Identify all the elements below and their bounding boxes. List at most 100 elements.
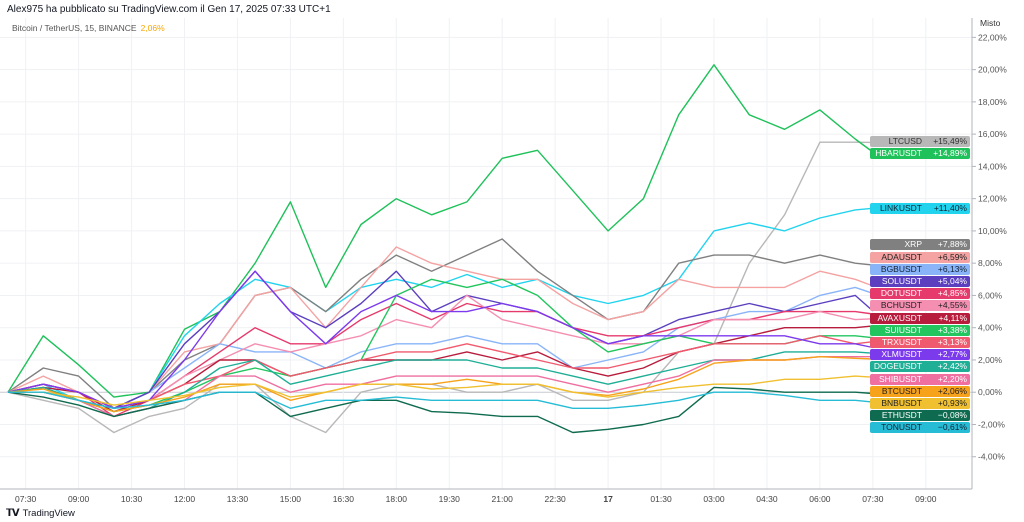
series-label-name: SUIUSDT (870, 324, 925, 336)
series-label-value: +2,77% (925, 349, 970, 361)
series-label-bchusdt[interactable]: BCHUSDT +4,55% (870, 300, 970, 312)
series-label-name: TONUSDT (870, 422, 925, 434)
series-label-value: +0,93% (925, 398, 970, 410)
time-axis[interactable]: 07:30 09:00 10:30 12:00 13:30 15:00 16:30 18:00… (15, 494, 937, 504)
y-tick-label: 12,00% (978, 194, 1007, 204)
footer-brand: TradingView (22, 508, 75, 519)
x-tick-label: 01:30 (650, 494, 672, 504)
series-label-value: −0,08% (925, 410, 970, 422)
series-label-trxusdt[interactable]: TRXUSDT +3,13% (870, 337, 970, 349)
y-tick-label: 2,00% (978, 355, 1003, 365)
series-label-name: BNBUSDT (870, 398, 925, 410)
series-label-name: DOGEUSDT (870, 361, 925, 373)
y-tick-label: 16,00% (978, 129, 1007, 139)
x-tick-label: 07:30 (15, 494, 37, 504)
x-tick-label: 03:00 (703, 494, 725, 504)
series-line-trxusdt (7, 335, 873, 409)
x-tick-label: 10:30 (121, 494, 143, 504)
series-line-adausdt (7, 246, 874, 409)
x-tick-label: 21:00 (492, 494, 514, 504)
y-tick-label: -4,00% (978, 452, 1005, 462)
series-label-linkusdt[interactable]: LINKUSDT +11,40% (870, 202, 970, 214)
series-label-name: AVAXUSDT (870, 312, 925, 324)
x-tick-label: 18:00 (386, 494, 408, 504)
series-label-value: +2,42% (925, 361, 970, 373)
series-label-solusdt[interactable]: SOLUSDT +5,04% (870, 276, 970, 287)
series-label-dogeusdt[interactable]: DOGEUSDT +2,42% (870, 361, 970, 373)
series-label-value: +4,55% (925, 300, 970, 312)
series-label-name: ADAUSDT (870, 251, 925, 263)
series-line-ethusdt (7, 386, 873, 434)
series-label-bnbusdt[interactable]: BNBUSDT +0,93% (870, 398, 970, 410)
x-tick-label: 15:00 (280, 494, 302, 504)
series-label-avaxusdt[interactable]: AVAXUSDT +4,11% (870, 312, 970, 324)
series-label-value: +14,89% (925, 147, 970, 159)
x-tick-label: 17 (603, 494, 613, 504)
series-label-value: +11,40% (925, 202, 970, 214)
series-label-value: +15,49% (925, 135, 970, 147)
x-tick-label: 16:30 (333, 494, 355, 504)
y-tick-label: 14,00% (978, 161, 1007, 171)
series-label-adausdt[interactable]: ADAUSDT +6,59% (870, 251, 970, 263)
series-label-name: HBARUSDT (870, 147, 925, 159)
series-label-hbarusdt[interactable]: HBARUSDT +14,89% (870, 147, 970, 159)
series-line-xrp (7, 238, 873, 409)
series-label-name: BGBUSDT (870, 263, 925, 275)
x-tick-label: 13:30 (227, 494, 249, 504)
series-label-xlmusdt[interactable]: XLMUSDT +2,77% (870, 349, 970, 361)
series-label-value: +3,13% (925, 337, 970, 349)
series-label-btcusdt[interactable]: BTCUSDT +2,06% (870, 385, 970, 397)
scale-mode[interactable]: Misto (980, 18, 1001, 28)
series-label-value: +4,11% (925, 312, 970, 324)
series-label-name: BCHUSDT (870, 300, 925, 312)
series-label-name: XLMUSDT (870, 349, 925, 361)
series-label-name: SHIBUSDT (870, 373, 925, 385)
series-label-shibusdt[interactable]: SHIBUSDT +2,20% (870, 373, 970, 385)
author-line: Alex975 ha pubblicato su TradingView.com… (7, 4, 331, 15)
symbol-legend[interactable]: Bitcoin / TetherUS, 15, BINANCE 2,06% (12, 23, 165, 33)
series-line-linkusdt (7, 207, 873, 409)
x-tick-label: 22:30 (545, 494, 567, 504)
symbol-change: 2,06% (140, 23, 165, 33)
y-tick-label: 18,00% (978, 97, 1007, 107)
series-label-value: +6,59% (925, 251, 970, 263)
series-line-bgbusdt (7, 286, 874, 409)
price-axis[interactable]: 22,00% 20,00% 18,00% 16,00% 14,00% 12,00% 10,0… (972, 32, 1007, 462)
series-label-ethusdt[interactable]: ETHUSDT −0,08% (870, 410, 970, 422)
series-label-name: XRP (870, 239, 925, 251)
y-tick-label: 6,00% (978, 290, 1003, 300)
series-label-value: +2,20% (925, 373, 970, 385)
x-tick-label: 12:00 (174, 494, 196, 504)
y-tick-label: 0,00% (978, 387, 1003, 397)
series-label-bgbusdt[interactable]: BGBUSDT +6,13% (870, 263, 970, 275)
series-label-ltcusd[interactable]: LTCUSD +15,49% (870, 135, 970, 147)
y-tick-label: 22,00% (978, 32, 1007, 42)
series-label-tonusdt[interactable]: TONUSDT −0,61% (870, 422, 970, 434)
x-tick-label: 09:00 (68, 494, 90, 504)
x-tick-label: 06:00 (809, 494, 831, 504)
series-label-suiusdt[interactable]: SUIUSDT +3,38% (870, 324, 970, 336)
series-label-value: +6,13% (925, 263, 970, 275)
series-label-name: LTCUSD (870, 135, 925, 147)
series-lines (7, 64, 874, 434)
x-tick-label: 09:00 (915, 494, 937, 504)
series-label-name: BTCUSDT (870, 385, 925, 397)
series-line-bnbusdt (8, 375, 873, 406)
series-label-name: DOTUSDT (870, 288, 925, 300)
series-label-name: ETHUSDT (870, 410, 925, 422)
footer: 𝗧𝗩 TradingView (6, 508, 75, 519)
x-tick-label: 19:30 (439, 494, 461, 504)
series-label-value: +2,06% (925, 385, 970, 397)
series-label-value: +4,85% (925, 288, 970, 300)
series-label-value: +7,88% (925, 239, 970, 251)
y-tick-label: -2,00% (978, 419, 1005, 429)
x-tick-label: 07:30 (862, 494, 884, 504)
y-tick-label: 10,00% (978, 226, 1007, 236)
series-label-dotusdt[interactable]: DOTUSDT +4,85% (870, 288, 970, 300)
series-label-xrp[interactable]: XRP +7,88% (870, 239, 970, 251)
series-line-tonusdt (8, 391, 873, 409)
series-label-value: +5,04% (925, 276, 970, 287)
series-label-value: −0,61% (925, 422, 970, 434)
series-label-value: +3,38% (925, 324, 970, 336)
